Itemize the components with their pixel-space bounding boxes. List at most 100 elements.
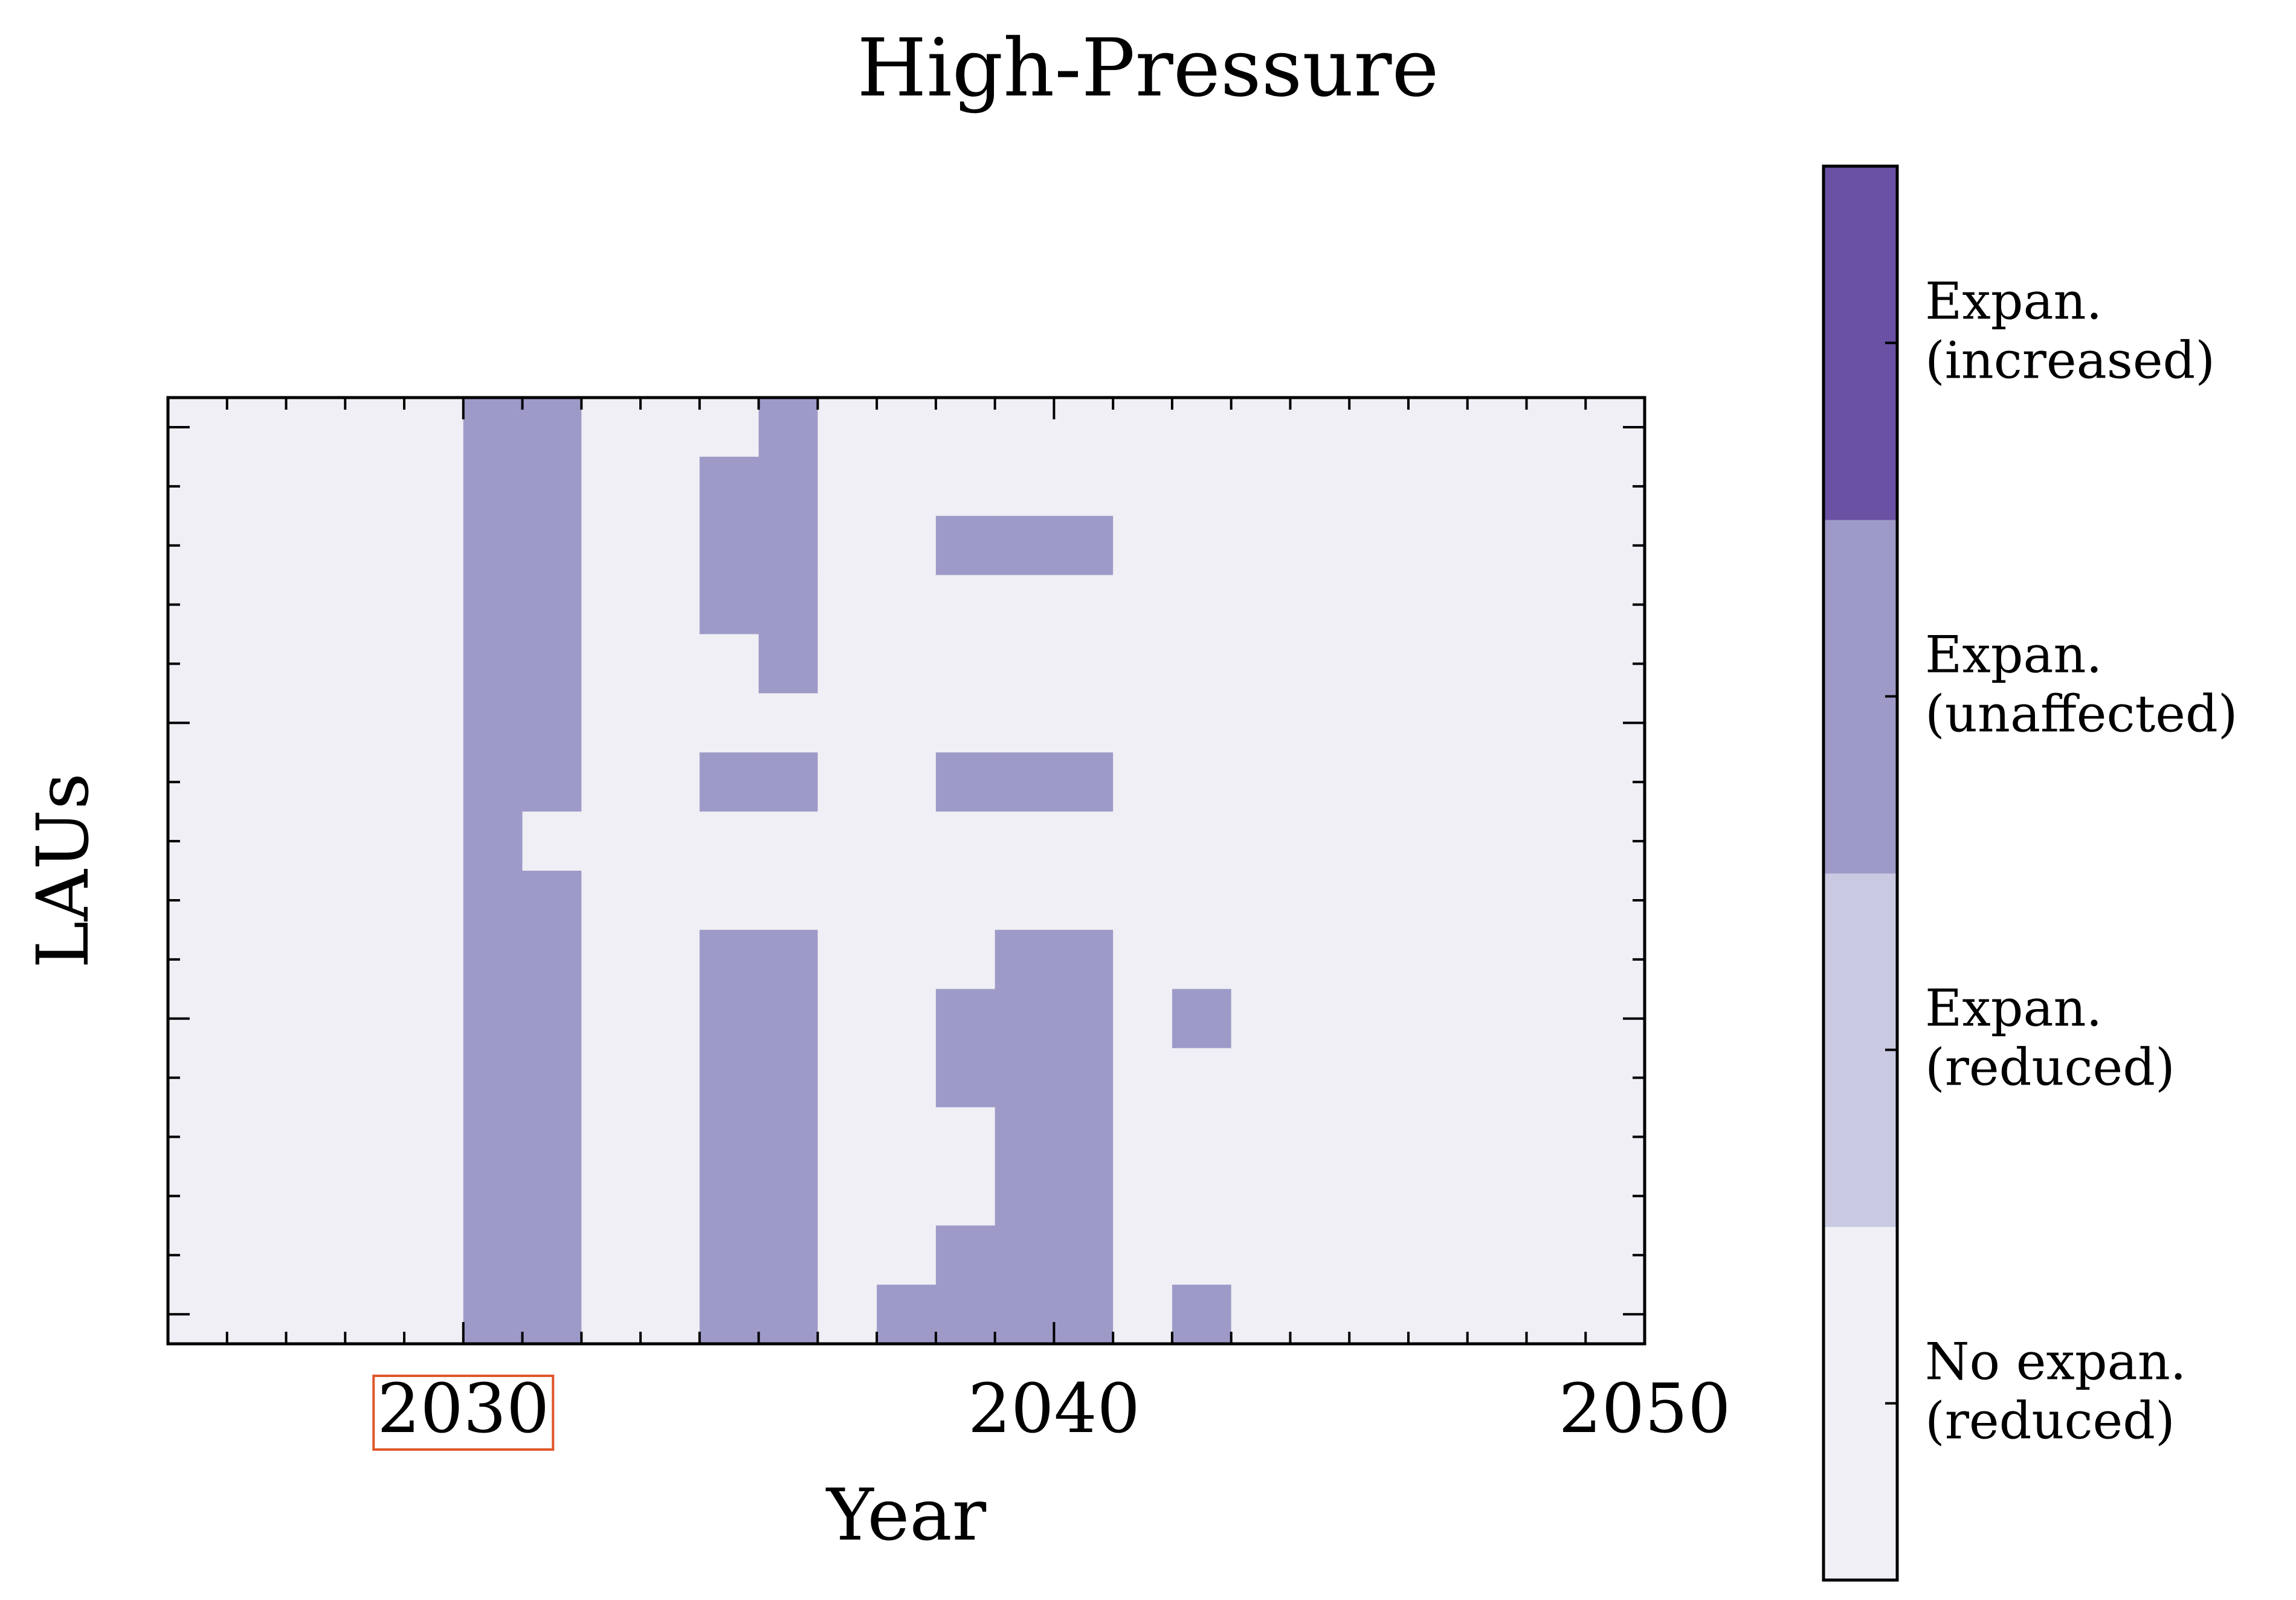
heatmap-cell [995, 693, 1054, 753]
heatmap-cell [1349, 1048, 1409, 1108]
heatmap-cell [1113, 752, 1173, 812]
heatmap-cell [1113, 871, 1173, 931]
heatmap-cell [640, 929, 700, 990]
heatmap-cell [1349, 693, 1409, 753]
heatmap-cell [404, 752, 464, 812]
heatmap-cell [1054, 575, 1114, 635]
heatmap-cell [345, 811, 405, 871]
heatmap-cell [404, 456, 464, 517]
heatmap-cell [935, 515, 996, 576]
heatmap-cell [1526, 1048, 1586, 1108]
heatmap-cell [758, 1225, 818, 1285]
heatmap-cell [286, 1048, 346, 1108]
heatmap-cell [877, 811, 937, 871]
heatmap-cell [935, 456, 996, 517]
heatmap-cell [640, 752, 700, 812]
heatmap-cell [1231, 456, 1291, 517]
heatmap-cell [522, 693, 582, 753]
heatmap-cell [1467, 929, 1527, 990]
heatmap-cell [817, 1107, 877, 1167]
heatmap-cells [168, 398, 1645, 1344]
heatmap-cell [581, 398, 641, 457]
heatmap-cell [1172, 456, 1232, 517]
heatmap-cell [581, 929, 641, 990]
heatmap-cell [1231, 1225, 1291, 1285]
heatmap-cell [286, 1107, 346, 1167]
heatmap-cell [640, 1166, 700, 1226]
heatmap-cell [1231, 752, 1291, 812]
heatmap-cell [227, 1225, 287, 1285]
heatmap-cell [1349, 456, 1409, 517]
heatmap-cell [640, 634, 700, 694]
heatmap-cell [1408, 575, 1468, 635]
heatmap-cell [1467, 1225, 1527, 1285]
heatmap-cell [286, 515, 346, 576]
heatmap-cell [758, 515, 818, 576]
heatmap-cell [699, 1048, 759, 1108]
heatmap-cell [345, 634, 405, 694]
heatmap-cell [404, 398, 464, 457]
heatmap-cell [995, 1107, 1054, 1167]
heatmap-cell [877, 871, 937, 931]
heatmap-cell [404, 515, 464, 576]
heatmap-cell [1467, 1107, 1527, 1167]
heatmap-cell [1467, 989, 1527, 1049]
heatmap-cell [935, 1107, 996, 1167]
heatmap-cell [1113, 456, 1173, 517]
heatmap-cell [1231, 929, 1291, 990]
heatmap-cell [758, 871, 818, 931]
heatmap-cell [1467, 1048, 1527, 1108]
heatmap-cell [463, 456, 523, 517]
heatmap-cell [1054, 811, 1114, 871]
heatmap-cell [1349, 929, 1409, 990]
heatmap-cell [758, 989, 818, 1049]
heatmap-cell [995, 1225, 1054, 1285]
heatmap-cell [640, 989, 700, 1049]
heatmap-cell [286, 752, 346, 812]
heatmap-cell [817, 811, 877, 871]
heatmap-cell [995, 871, 1054, 931]
heatmap-cell [1349, 989, 1409, 1049]
heatmap-cell [463, 1048, 523, 1108]
heatmap-cell [1526, 456, 1586, 517]
heatmap-cell [581, 1166, 641, 1226]
heatmap-cell [1172, 693, 1232, 753]
heatmap-cell [1231, 871, 1291, 931]
heatmap-cell [463, 811, 523, 871]
heatmap-cell [1054, 1285, 1114, 1344]
heatmap-cell [1172, 752, 1232, 812]
heatmap-cell [286, 398, 346, 457]
heatmap-cell [581, 634, 641, 694]
colorbar-segment [1824, 520, 1897, 874]
heatmap-cell [1526, 1225, 1586, 1285]
heatmap-cell [581, 1225, 641, 1285]
heatmap-cell [995, 456, 1054, 517]
heatmap-cell [581, 811, 641, 871]
heatmap-cell [522, 811, 582, 871]
heatmap-cell [1231, 515, 1291, 576]
heatmap-cell [1349, 634, 1409, 694]
heatmap-cell [1349, 1225, 1409, 1285]
heatmap-cell [1526, 634, 1586, 694]
plot-frame [166, 396, 1646, 1346]
heatmap-cell [1467, 634, 1527, 694]
heatmap-cell [1113, 398, 1173, 457]
heatmap-cell [286, 456, 346, 517]
heatmap-cell [995, 515, 1054, 576]
heatmap-cell [995, 398, 1054, 457]
heatmap-cell [817, 871, 877, 931]
heatmap-cell [522, 929, 582, 990]
heatmap-cell [286, 1166, 346, 1226]
heatmap-cell [1054, 1166, 1114, 1226]
heatmap-cell [1231, 811, 1291, 871]
heatmap-cell [404, 575, 464, 635]
heatmap-cell [1408, 929, 1468, 990]
heatmap-cell [345, 575, 405, 635]
colorbar-segment [1824, 166, 1897, 520]
heatmap-cell [1526, 811, 1586, 871]
heatmap-cell [758, 1166, 818, 1226]
heatmap-cell [1349, 515, 1409, 576]
heatmap-cell [345, 929, 405, 990]
heatmap-cell [699, 752, 759, 812]
heatmap-cell [463, 929, 523, 990]
